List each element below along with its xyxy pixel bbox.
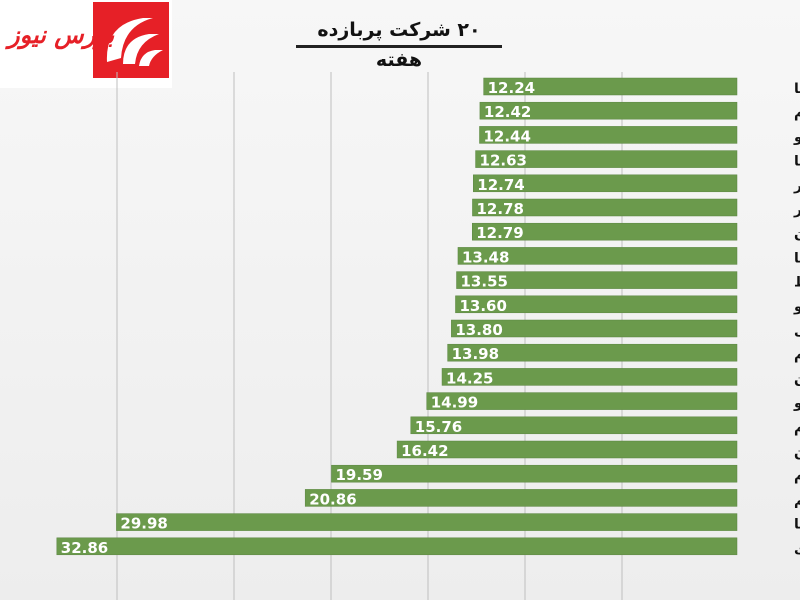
bar (475, 150, 738, 168)
category-label: فاما (794, 250, 800, 266)
bar-value-label: 14.25 (446, 369, 493, 387)
category-label: چکارن (794, 371, 800, 387)
bar-value-label: 12.79 (476, 224, 523, 242)
bar-value-label: 16.42 (401, 442, 448, 460)
category-label: سادزی (794, 541, 800, 557)
bar-value-label: 13.80 (455, 321, 502, 339)
bar-value-label: 13.48 (462, 248, 509, 266)
bar-value-label: 12.63 (480, 152, 527, 170)
bar (426, 392, 738, 410)
bar-value-label: 29.98 (120, 515, 167, 533)
bar (396, 440, 738, 459)
bar (441, 368, 738, 386)
category-label: ساروم (794, 105, 800, 121)
bar (304, 489, 738, 507)
category-label: دسانکو (793, 129, 800, 145)
bar (479, 101, 738, 120)
bar-value-label: 20.86 (309, 490, 356, 508)
category-label: خمحور (793, 178, 800, 194)
bar-value-label: 14.99 (431, 394, 478, 412)
bar-value-label: 13.98 (452, 345, 499, 363)
bar (455, 295, 738, 314)
chart-title: ۲۰ شرکت پربازده هفته (296, 15, 502, 71)
bar (56, 537, 738, 556)
bar (471, 222, 738, 241)
category-label: سکرما (794, 81, 800, 97)
bar (410, 416, 738, 435)
bar-value-label: 12.24 (488, 79, 535, 97)
category-label: فسلیر (793, 202, 800, 218)
bar-value-label: 32.86 (61, 539, 108, 557)
bar (447, 343, 738, 362)
category-label: وپترو (793, 299, 800, 315)
category-label: ثغتما (794, 517, 800, 533)
bar-value-label: 12.44 (483, 127, 530, 145)
bar (456, 271, 738, 289)
category-label: کسرام (794, 420, 800, 436)
category-label: سبجنو (793, 396, 800, 412)
category-label: لپیام (794, 468, 800, 484)
bar-value-label: 13.55 (461, 273, 508, 291)
category-label: سمازن (794, 226, 800, 242)
bar (457, 247, 738, 265)
bar (479, 126, 738, 144)
category-label: فلامی (794, 323, 800, 339)
category-label: آبین (794, 442, 800, 460)
logo-text: بورس نیوز (8, 20, 115, 49)
logo-mark (93, 2, 169, 78)
bar (483, 77, 738, 96)
bar-value-label: 12.42 (484, 103, 531, 121)
bar-value-label: 19.59 (335, 466, 382, 484)
bar-value-label: 15.76 (415, 418, 462, 436)
bar (331, 464, 738, 483)
bar-value-label: 12.74 (477, 176, 524, 194)
bar (472, 198, 738, 217)
bar (473, 174, 738, 193)
bar (451, 319, 738, 338)
bar-value-label: 12.78 (476, 200, 523, 218)
bar (116, 513, 738, 531)
category-label: کترام (794, 347, 800, 363)
category-label: کحافظ (794, 275, 800, 291)
category-label: شسم (794, 492, 800, 508)
category-label: حرهشا (794, 154, 800, 170)
bar-value-label: 13.60 (459, 297, 506, 315)
logo: بورس نیوز (0, 0, 172, 88)
